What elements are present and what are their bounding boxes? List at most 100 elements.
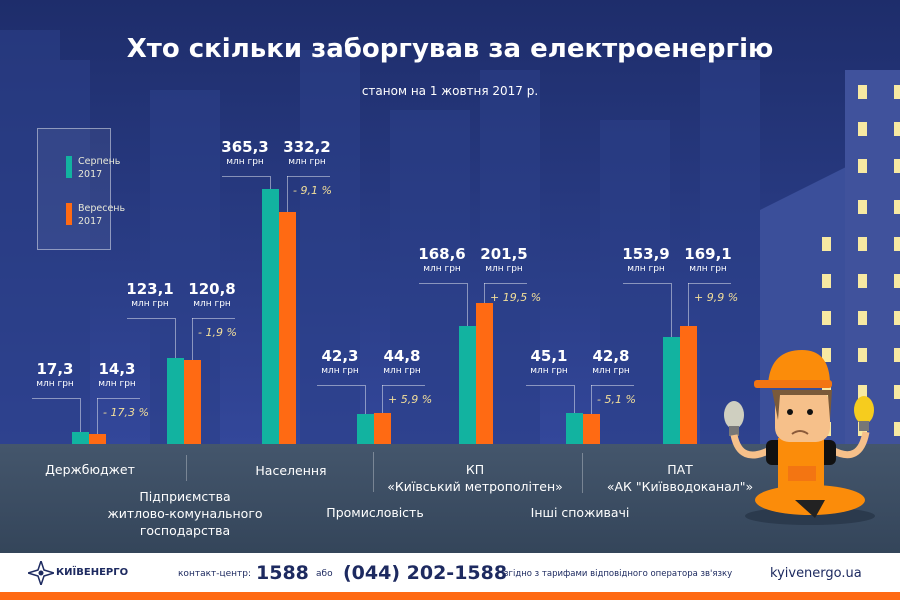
value-unit: млн грн — [485, 264, 523, 274]
divider — [373, 452, 374, 492]
page-subtitle: станом на 1 жовтня 2017 р. — [361, 84, 539, 98]
leader-line — [192, 318, 193, 360]
leader-line — [467, 283, 468, 327]
category-label: Інші споживачі — [480, 504, 680, 521]
footer: КИЇВЕНЕРГО контакт-центр: 1588 або (044)… — [0, 553, 900, 592]
city-skyline — [0, 30, 900, 444]
category-label-line: Промисловість — [326, 505, 424, 520]
divider — [582, 453, 583, 493]
leader-line — [671, 283, 672, 337]
value-number: 123,1 — [126, 280, 174, 298]
legend-swatch-august — [66, 156, 72, 178]
value-number: 17,3 — [36, 360, 74, 378]
leader-line — [382, 385, 425, 386]
leader-line — [175, 318, 176, 359]
window — [858, 385, 867, 399]
value-unit: млн грн — [98, 379, 136, 389]
value-label: 42,8 млн грн — [581, 347, 641, 377]
value-number: 168,6 — [418, 245, 466, 263]
bar-september — [680, 325, 697, 444]
value-label: 120,8 млн грн — [182, 280, 242, 310]
category-label: КП «Київський метрополітен» — [375, 461, 575, 495]
bar-september — [374, 412, 391, 444]
bar-september — [279, 212, 296, 444]
short-phone-number[interactable]: 1588 — [256, 562, 309, 584]
leader-line — [365, 385, 366, 415]
change-label: - 9,1 % — [293, 184, 332, 197]
value-unit: млн грн — [321, 366, 359, 376]
legend-label-august: Серпень 2017 — [78, 156, 121, 180]
value-unit: млн грн — [530, 366, 568, 376]
leader-line — [80, 398, 81, 432]
window — [858, 200, 867, 214]
legend-label-september: Вересень 2017 — [78, 203, 126, 227]
value-number: 42,3 — [321, 347, 359, 365]
value-unit: млн грн — [383, 366, 421, 376]
window — [894, 274, 900, 288]
contact-label: контакт-центр: — [178, 569, 252, 579]
leader-line — [97, 398, 98, 435]
bar-september — [583, 414, 600, 444]
bar-august — [459, 326, 476, 444]
category-label-line: господарства — [139, 523, 231, 538]
value-label: 153,9 млн грн — [616, 245, 676, 275]
leader-line — [484, 283, 485, 304]
leader-line — [222, 176, 270, 177]
category-label-line: Населення — [255, 463, 327, 478]
leader-line — [270, 176, 271, 190]
leader-line — [688, 283, 689, 326]
value-number: 201,5 — [480, 245, 528, 263]
leader-line — [419, 283, 467, 284]
window — [858, 237, 867, 251]
window — [894, 85, 900, 99]
category-label-line: Держбюджет — [45, 462, 135, 477]
value-label: 365,3 млн грн — [215, 138, 275, 168]
window — [858, 85, 867, 99]
change-label: + 19,5 % — [490, 291, 542, 304]
change-label: - 5,1 % — [597, 393, 636, 406]
value-label: 168,6 млн грн — [412, 245, 472, 275]
value-number: 42,8 — [592, 347, 630, 365]
value-label: 332,2 млн грн — [277, 138, 337, 168]
value-unit: млн грн — [288, 157, 326, 167]
leader-line — [32, 398, 80, 399]
window — [858, 159, 867, 173]
leader-line — [591, 385, 634, 386]
leader-line — [382, 385, 383, 413]
change-label: - 1,9 % — [198, 326, 237, 339]
bar-august — [167, 358, 184, 444]
category-label: Населення — [191, 462, 391, 479]
leader-line — [484, 283, 527, 284]
value-number: 332,2 — [283, 138, 331, 156]
window — [822, 274, 831, 288]
bar-september — [89, 434, 106, 444]
category-label-line: «Київський метрополітен» — [387, 479, 563, 494]
category-label: Підприємства житлово-комунального господар… — [85, 488, 285, 539]
window — [894, 159, 900, 173]
bar-august — [566, 412, 583, 444]
footer-accent-strip — [0, 592, 900, 600]
value-unit: млн грн — [226, 157, 264, 167]
change-label: - 17,3 % — [103, 406, 149, 419]
leader-line — [192, 318, 235, 319]
change-label: + 9,9 % — [694, 291, 739, 304]
value-number: 14,3 — [98, 360, 136, 378]
category-label-line: Інші споживачі — [530, 505, 630, 520]
category-label: ПАТ «АК "Київводоканал"» — [580, 461, 780, 495]
category-label-line: КП — [465, 462, 485, 477]
value-unit: млн грн — [423, 264, 461, 274]
leader-line — [574, 385, 575, 413]
window — [894, 237, 900, 251]
value-number: 120,8 — [188, 280, 236, 298]
or-label: або — [316, 569, 333, 579]
divider — [186, 455, 187, 481]
value-label: 45,1 млн грн — [519, 347, 579, 377]
website-link[interactable]: kyivenergo.ua — [770, 566, 862, 581]
window — [858, 311, 867, 325]
value-unit: млн грн — [627, 264, 665, 274]
phone-number[interactable]: (044) 202-1588 — [343, 562, 508, 584]
background-sky — [0, 0, 900, 444]
category-label: Держбюджет — [0, 461, 190, 478]
leader-line — [623, 283, 671, 284]
value-number: 45,1 — [530, 347, 568, 365]
